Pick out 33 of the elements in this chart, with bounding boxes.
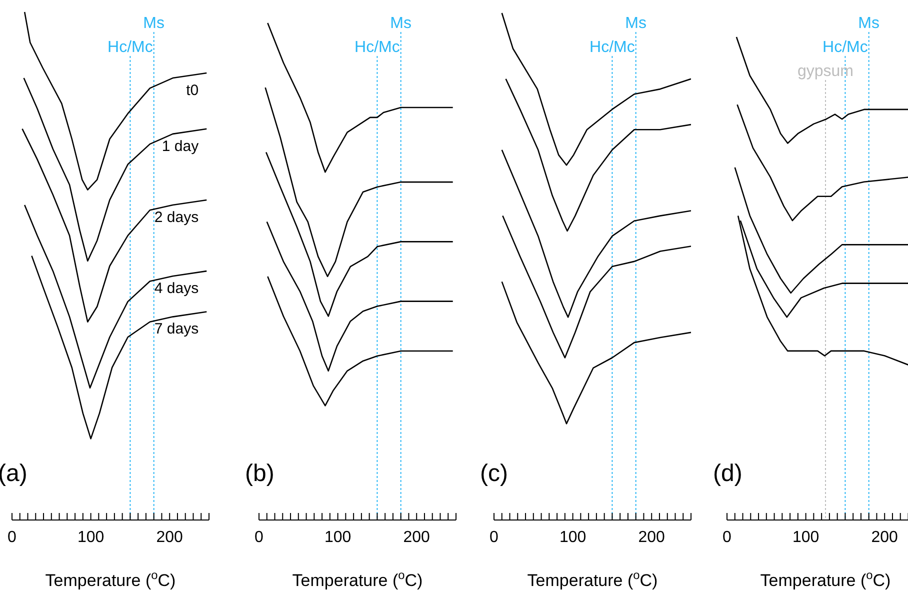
ref-line-label: gypsum — [797, 63, 854, 80]
x-tick-label: 200 — [638, 529, 666, 546]
x-tick-label: 100 — [77, 529, 104, 546]
text: (b) — [245, 460, 274, 488]
ref-line-label: Ms — [858, 15, 880, 32]
text: (d) — [713, 460, 742, 488]
x-tick-label: 0 — [8, 529, 17, 546]
x-axis-title: Temperature ($^{o}$C) — [45, 568, 176, 590]
x-axis-title: Temperature ($^{o}$C) — [292, 568, 423, 590]
series-label: 1 day — [162, 138, 200, 155]
ref-line-label: Hc/Mc — [590, 39, 635, 56]
series-label: 7 days — [154, 320, 199, 338]
text: (c) — [480, 460, 508, 488]
ref-line-label: Hc/Mc — [354, 39, 400, 56]
x-tick-label: 0 — [722, 529, 732, 546]
x-axis-title: Temperature ($^{o}$C) — [760, 568, 891, 590]
x-tick-label: 100 — [559, 529, 586, 546]
ref-line-label: Hc/Mc — [108, 39, 153, 56]
x-tick-label: 100 — [792, 529, 820, 546]
x-tick-label: 200 — [156, 529, 184, 546]
series-label: 2 days — [154, 208, 199, 226]
x-axis-title: Temperature ($^{o}$C) — [527, 568, 658, 590]
ref-line-label: Ms — [390, 15, 412, 32]
x-tick-label: 200 — [403, 529, 430, 546]
x-tick-label: 100 — [324, 529, 352, 546]
x-tick-label: 200 — [871, 529, 898, 546]
ref-line-label: Ms — [625, 15, 647, 32]
series-label: 4 days — [154, 280, 199, 298]
series-label: t0 — [186, 82, 199, 99]
x-tick-label: 0 — [490, 529, 499, 546]
x-tick-label: 0 — [254, 529, 264, 546]
ref-line-label: Ms — [143, 15, 165, 32]
ref-line-label: Hc/Mc — [822, 39, 868, 56]
